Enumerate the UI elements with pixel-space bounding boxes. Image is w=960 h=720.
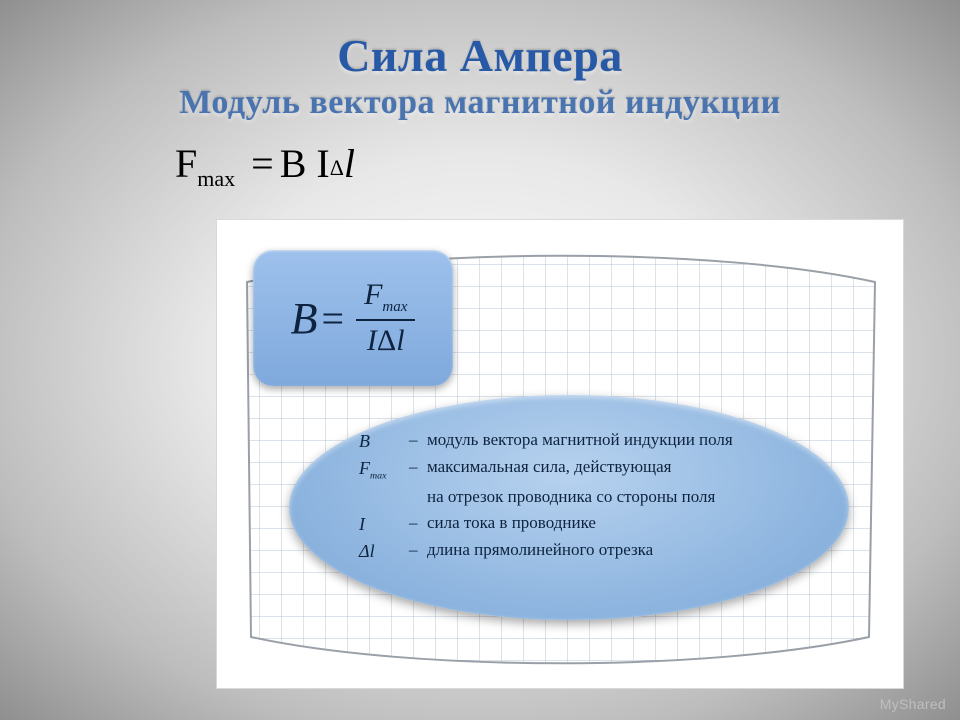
legend-dash: – (409, 429, 427, 453)
formula-box-num-sub: max (382, 299, 407, 315)
formula-box-den-I: I (367, 324, 377, 357)
legend: B – модуль вектора магнитной индукции по… (289, 395, 849, 620)
legend-row: I – сила тока в проводнике (359, 512, 813, 536)
watermark: MyShared (880, 696, 946, 712)
legend-text: модуль вектора магнитной индукции поля (427, 429, 813, 453)
legend-sym: Δl (359, 539, 409, 563)
legend-dash (409, 486, 427, 509)
legend-row: B – модуль вектора магнитной индукции по… (359, 429, 813, 453)
formula-eq: = (245, 141, 280, 186)
formula-B: B (280, 141, 307, 186)
formula-box-den-l: l (396, 324, 404, 357)
legend-text: сила тока в проводнике (427, 512, 813, 536)
legend-row: на отрезок проводника со стороны поля (359, 486, 813, 509)
formula-box-eq: = (318, 295, 349, 342)
formula-F: F (175, 141, 197, 186)
title-line1: Сила Ампера (0, 30, 960, 83)
legend-text: максимальная сила, действующая (427, 456, 813, 483)
legend-sym (359, 486, 409, 509)
legend-row: Δl – длина прямолинейного отрезка (359, 539, 813, 563)
formula-l: l (344, 141, 355, 186)
legend-dash: – (409, 456, 427, 483)
formula-delta: Δ (330, 155, 344, 180)
formula-box-den-delta: Δ (377, 324, 396, 357)
legend-row: Fmax – максимальная сила, действующая (359, 456, 813, 483)
legend-text: на отрезок проводника со стороны поля (427, 486, 813, 509)
legend-sym: I (359, 512, 409, 536)
legend-sym: Fmax (359, 456, 409, 483)
legend-text: длина прямолинейного отрезка (427, 539, 813, 563)
figure: B = Fmax IΔl B – модуль вектора магнитно… (216, 219, 904, 689)
formula-F-sub: max (197, 166, 235, 191)
title-line2: Модуль вектора магнитной индукции (0, 83, 960, 122)
formula-fmax: Fmax =B IΔl (175, 140, 960, 192)
formula-box-num-F: F (364, 278, 382, 311)
formula-I: I (306, 141, 329, 186)
formula-box-fraction: Fmax IΔl (356, 278, 415, 358)
formula-box-den: IΔl (356, 321, 415, 358)
legend-dash: – (409, 512, 427, 536)
legend-dash: – (409, 539, 427, 563)
legend-sym: B (359, 429, 409, 453)
formula-box-B: B (291, 293, 318, 344)
formula-box: B = Fmax IΔl (253, 250, 453, 386)
slide-title: Сила Ампера Модуль вектора магнитной инд… (0, 0, 960, 122)
formula-box-num: Fmax (356, 278, 415, 321)
